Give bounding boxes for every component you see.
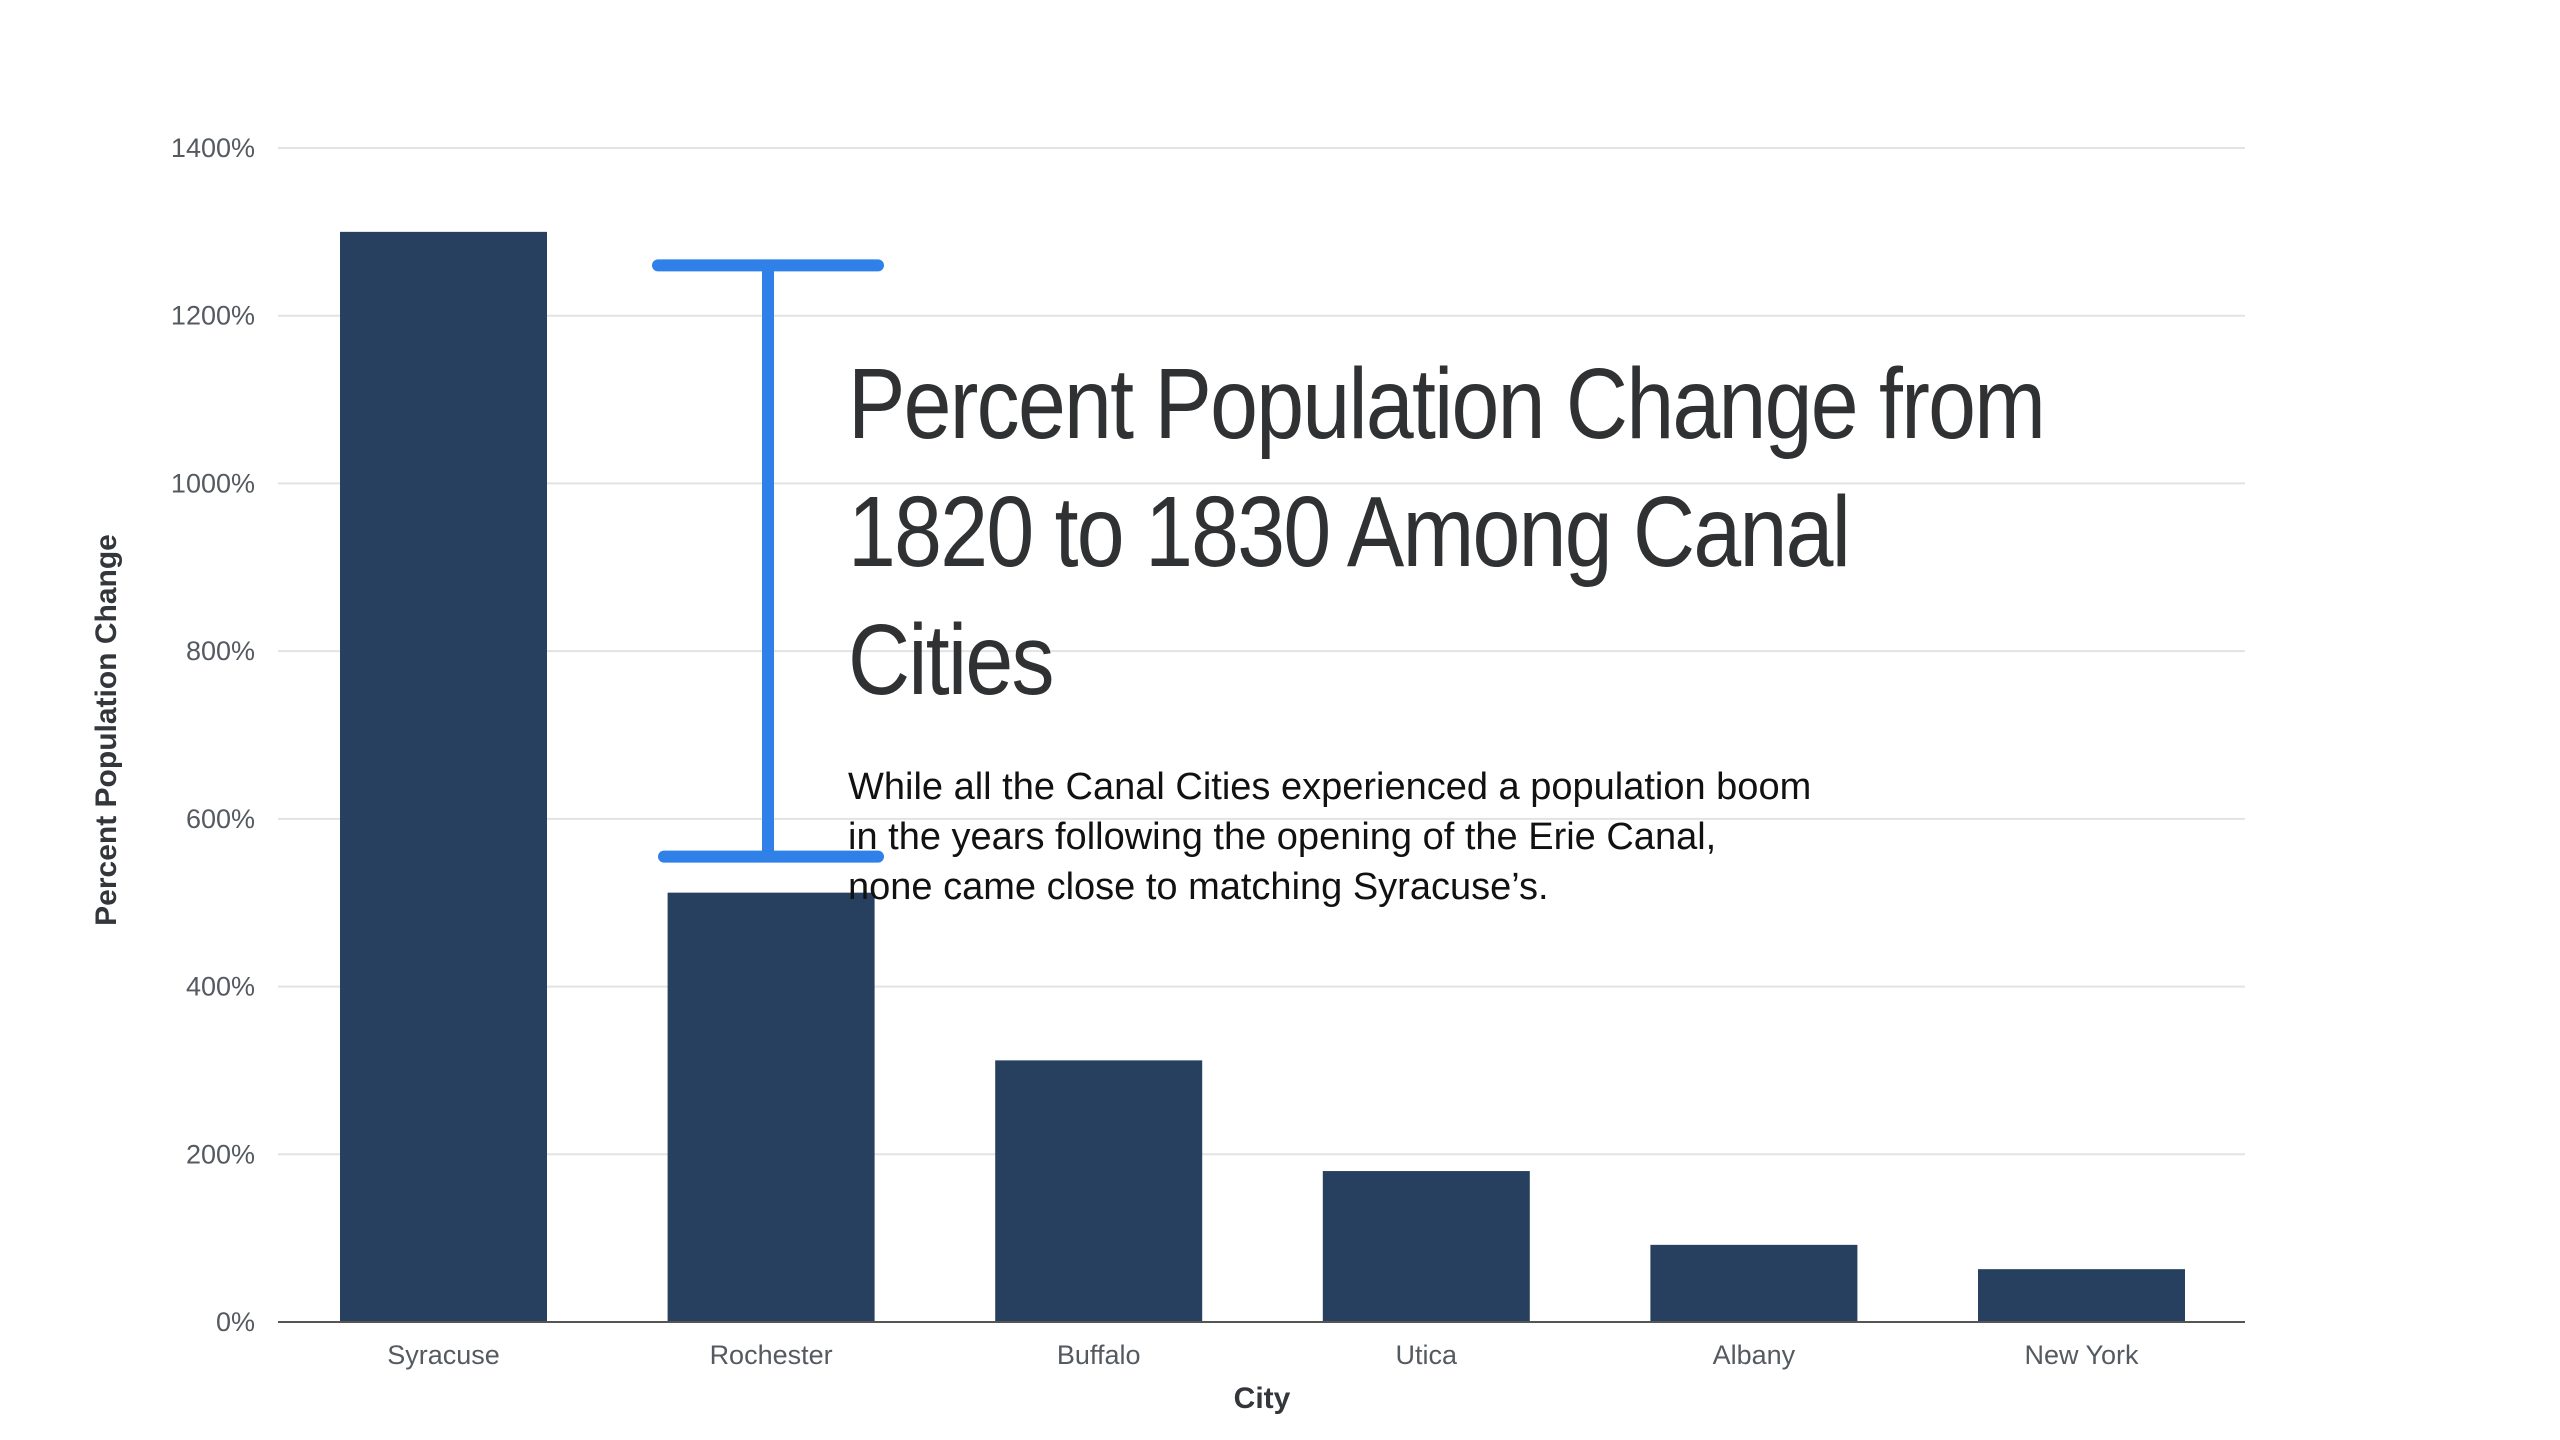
y-tick-label: 0% bbox=[216, 1307, 255, 1337]
chart-subtitle: While all the Canal Cities experienced a… bbox=[848, 762, 1868, 912]
chart-subtitle-line-2: in the years following the opening of th… bbox=[848, 816, 1717, 858]
bar-utica bbox=[1322, 1171, 1530, 1322]
bar-rochester bbox=[667, 892, 875, 1322]
y-axis-title: Percent Population Change bbox=[90, 534, 123, 926]
y-tick-labels: 0% 200% 400% 600% 800% 1000% 1200% 1400% bbox=[171, 133, 255, 1337]
chart-title: Percent Population Change from 1820 to 1… bbox=[848, 340, 2052, 724]
gridlines bbox=[278, 147, 2245, 1156]
y-tick-label: 600% bbox=[186, 804, 255, 834]
y-tick-label: 1200% bbox=[171, 301, 255, 331]
y-tick-label: 400% bbox=[186, 972, 255, 1002]
bars bbox=[340, 231, 2185, 1322]
x-tick-label: Syracuse bbox=[387, 1340, 500, 1370]
x-axis-title: City bbox=[1234, 1382, 1291, 1415]
y-tick-label: 800% bbox=[186, 636, 255, 666]
y-tick-label: 1400% bbox=[171, 133, 255, 163]
x-tick-label: Utica bbox=[1396, 1340, 1458, 1370]
x-tick-label: New York bbox=[2024, 1340, 2139, 1370]
x-tick-label: Albany bbox=[1713, 1340, 1796, 1370]
difference-bracket bbox=[652, 259, 884, 863]
chart-title-line-2: 1820 to 1830 Among Canal Cities bbox=[848, 476, 1851, 716]
y-tick-label: 200% bbox=[186, 1139, 255, 1169]
chart-subtitle-line-1: While all the Canal Cities experienced a… bbox=[848, 766, 1812, 808]
x-tick-label: Rochester bbox=[710, 1340, 833, 1370]
bar-buffalo bbox=[995, 1060, 1203, 1322]
bar-new-york bbox=[1978, 1269, 2185, 1322]
x-tick-labels: Syracuse Rochester Buffalo Utica Albany New Y… bbox=[387, 1340, 2139, 1370]
x-tick-label: Buffalo bbox=[1057, 1340, 1141, 1370]
chart-title-line-1: Percent Population Change from bbox=[848, 348, 2046, 460]
bar-syracuse bbox=[340, 231, 547, 1322]
title-block: Percent Population Change from 1820 to 1… bbox=[848, 340, 2248, 912]
bar-albany bbox=[1650, 1244, 1858, 1322]
y-tick-label: 1000% bbox=[171, 468, 255, 498]
chart-subtitle-line-3: none came close to matching Syracuse’s. bbox=[848, 866, 1549, 908]
